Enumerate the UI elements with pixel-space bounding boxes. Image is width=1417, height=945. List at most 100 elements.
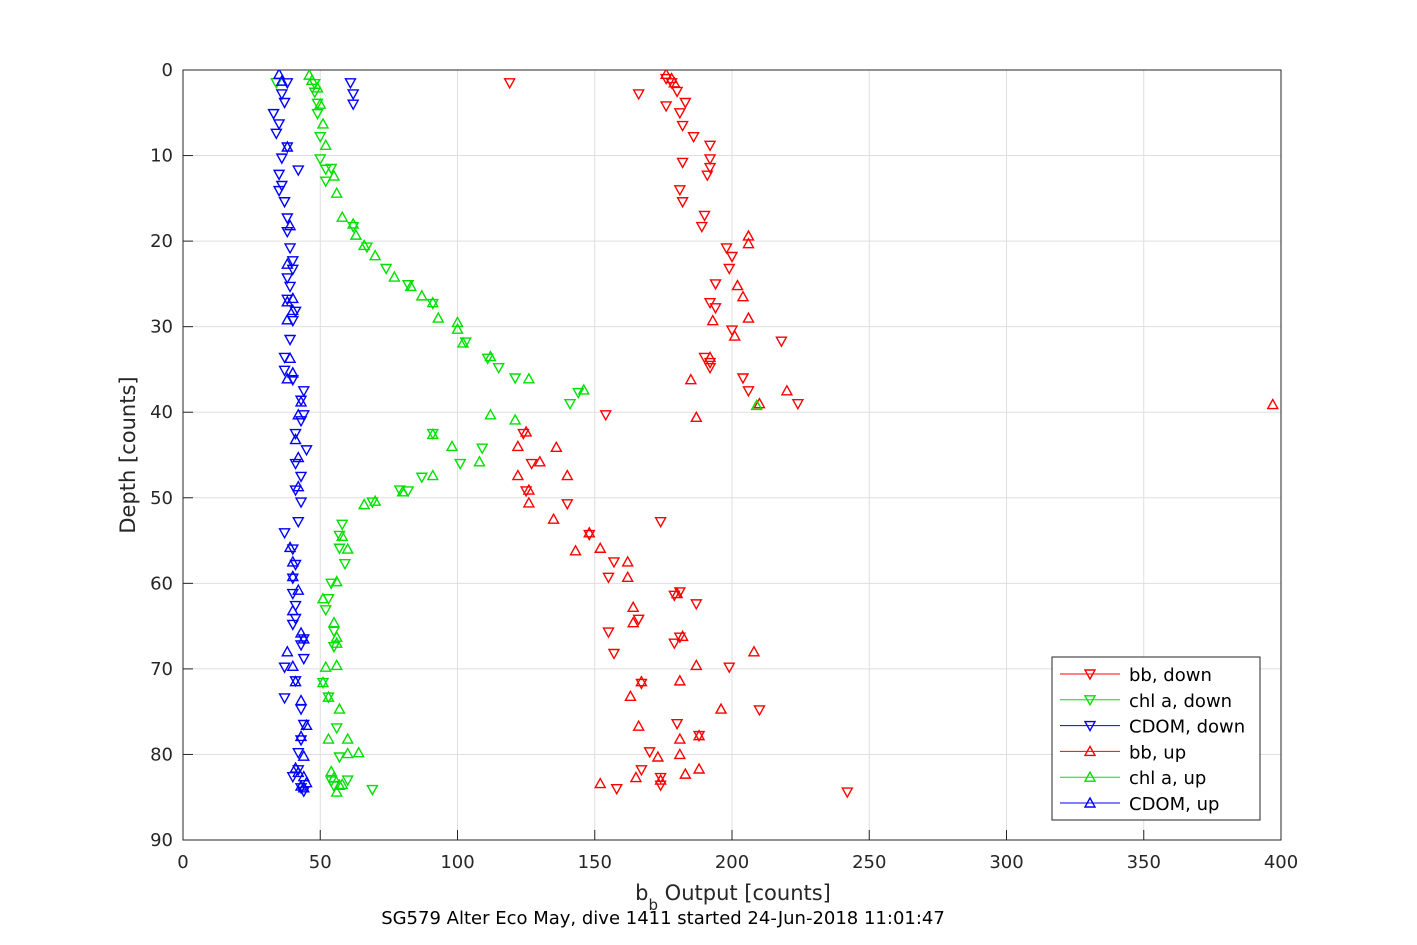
data-point (311, 81, 324, 93)
data-point (294, 497, 308, 509)
axis-ticks: 0 50 100 150 200 250 300 350 400 0 10 20 30 40 50 60 70 8… (150, 60, 1298, 873)
data-point (322, 690, 335, 702)
data-point (352, 746, 365, 758)
data-point (297, 749, 310, 761)
data-point (325, 578, 338, 590)
data-point (286, 619, 299, 631)
data-point (736, 290, 750, 302)
data-point (484, 350, 497, 362)
data-point (594, 541, 607, 553)
data-point (281, 257, 294, 269)
data-point (281, 213, 294, 225)
data-point (319, 605, 332, 617)
data-point (654, 780, 667, 792)
data-point (333, 778, 346, 790)
x-tick-label: 400 (1264, 852, 1298, 873)
data-point (451, 322, 464, 334)
data-point (327, 771, 341, 783)
data-point (670, 587, 684, 599)
data-point (283, 281, 297, 293)
data-point (659, 101, 673, 113)
data-point (401, 280, 415, 292)
data-point (728, 329, 741, 341)
data-point (731, 279, 744, 291)
legend-label: chl a, up (1129, 768, 1206, 789)
data-point (286, 366, 299, 378)
chart-title: SG579 Alter Eco May, dive 1411 started 2… (381, 908, 945, 929)
y-tick-label: 60 (150, 573, 173, 594)
data-point (753, 397, 766, 409)
y-tick-label: 70 (150, 659, 173, 680)
data-point (286, 264, 299, 276)
data-point (347, 99, 360, 111)
data-point (679, 97, 692, 109)
data-point (503, 78, 516, 90)
data-point (679, 767, 692, 779)
data-point (451, 315, 464, 328)
data-point (742, 311, 755, 323)
legend-marker (1083, 720, 1097, 733)
data-point (525, 458, 538, 470)
legend-label: bb, down (1129, 665, 1212, 686)
data-point (687, 132, 700, 144)
data-point (311, 98, 324, 110)
legend-marker (1083, 744, 1097, 757)
data-point (314, 97, 327, 109)
data-point (654, 772, 667, 784)
data-point (547, 512, 560, 524)
data-point (272, 119, 286, 131)
data-point (330, 630, 343, 642)
data-point (300, 445, 313, 457)
data-point (360, 242, 374, 254)
data-point (643, 747, 656, 759)
x-tick-label: 250 (852, 852, 886, 873)
data-point (366, 784, 379, 796)
data-point (668, 590, 681, 602)
data-point (333, 543, 346, 555)
data-point (432, 311, 445, 323)
data-point (517, 428, 530, 441)
data-point (319, 660, 332, 672)
data-point (286, 573, 299, 585)
data-point (314, 132, 327, 144)
data-point (319, 176, 332, 188)
data-point (654, 773, 667, 785)
data-point (659, 70, 673, 79)
data-point (668, 638, 681, 650)
data-point (333, 702, 346, 714)
data-point (577, 383, 590, 395)
data-point (791, 398, 805, 411)
series-chl-a-up (303, 70, 763, 797)
data-point (286, 570, 299, 582)
x-tick-label: 100 (440, 852, 474, 873)
data-point (720, 243, 733, 255)
data-point (297, 719, 310, 731)
data-point (632, 614, 645, 626)
data-point (286, 555, 299, 567)
data-point (473, 455, 486, 467)
data-point (602, 627, 615, 639)
data-point (292, 765, 305, 778)
data-point (327, 169, 341, 181)
y-tick-label: 10 (150, 146, 173, 167)
data-point (561, 469, 574, 481)
data-point (325, 765, 338, 777)
data-point (572, 387, 585, 399)
data-point (286, 256, 299, 268)
y-tick-label: 30 (150, 317, 173, 338)
legend-label: bb, up (1129, 742, 1186, 763)
data-point (561, 499, 574, 511)
data-point (366, 497, 379, 509)
data-point (583, 526, 596, 538)
data-point (347, 217, 360, 229)
data-point (454, 458, 467, 470)
data-point (690, 410, 703, 423)
data-point (292, 451, 305, 463)
data-point (703, 162, 717, 174)
data-point (330, 636, 343, 648)
data-point (283, 334, 297, 346)
data-point (272, 70, 286, 79)
data-point (594, 777, 607, 789)
data-point (294, 395, 308, 407)
data-point (294, 626, 308, 638)
